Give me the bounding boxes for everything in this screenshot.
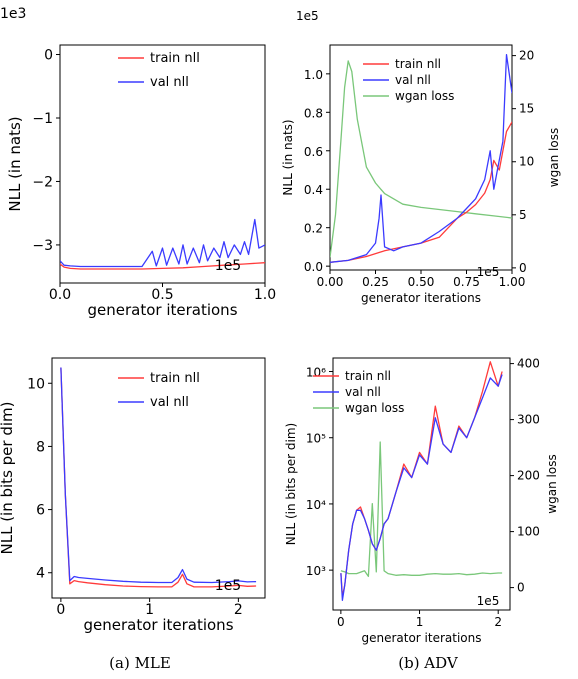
x-tick-label: 1.0 [254, 287, 276, 303]
y2-tick-label: 0 [517, 581, 525, 595]
y-tick-label: 10⁵ [306, 432, 326, 446]
y-tick-label: 10⁶ [306, 366, 326, 380]
y-tick-label: 4 [36, 566, 45, 582]
x-tick-label: 1 [145, 602, 154, 618]
y-multiplier: 1e5 [296, 9, 319, 23]
y-axis-label: NLL (in nats) [281, 119, 295, 195]
series-line-val-nll [340, 374, 503, 601]
plot-frame [332, 357, 511, 611]
x-tick-label: 0.25 [362, 275, 389, 289]
x-tick-label: 0 [56, 602, 65, 618]
x-tick-label: 2 [494, 615, 502, 629]
y-axis-label: NLL (in bits per dim) [284, 423, 298, 545]
caption-adv: (b) ADV [398, 654, 459, 672]
y2-tick-label: 15 [519, 102, 534, 116]
y-tick-label: 0.2 [304, 222, 323, 236]
legend-label: val nll [345, 385, 381, 399]
y-tick-label: 8 [36, 439, 45, 455]
legend-label: val nll [150, 395, 189, 410]
series-group [60, 367, 257, 588]
x-axis-label: generator iterations [87, 301, 237, 319]
y-tick-label: 0.8 [304, 106, 323, 120]
legend-label: wgan loss [345, 401, 404, 415]
y-tick-label: 0 [44, 48, 53, 64]
x-tick-label: 0.5 [151, 287, 173, 303]
legend-label: train nll [395, 57, 441, 71]
y2-tick-label: 100 [517, 525, 540, 539]
adv-bottom-panel: 0 1 2 10³ 10⁴ 10⁵ 10⁶ 0 100 200 300 400 wgan loss gen… [284, 357, 559, 645]
y2-tick-label: 20 [519, 49, 534, 63]
legend-label: train nll [150, 371, 200, 386]
x-tick-label: 1.00 [499, 275, 526, 289]
x-tick-label: 0.75 [453, 275, 480, 289]
y-tick-label: 0.0 [304, 260, 323, 274]
legend-label: train nll [150, 51, 200, 66]
y-axis-label: NLL (in bits per dim) [0, 402, 16, 555]
x-axis-label: generator iterations [361, 291, 481, 305]
y-tick-label: 0.6 [304, 145, 323, 159]
x-multiplier: 1e5 [477, 265, 500, 279]
series-line-val-nll [60, 367, 257, 584]
series-line-wgan-loss [340, 441, 503, 578]
y2-axis-label: wgan loss [547, 128, 561, 187]
mle-top-panel: 0.0 0.5 1.0 0 −1 −2 −3 generator iterations NLL … [0, 6, 276, 319]
x-tick-label: 0.0 [49, 287, 71, 303]
y-tick-label: 0.4 [304, 183, 323, 197]
adv-top-panel: 0.00 0.25 0.50 0.75 1.000.00.20.40.60.81.005… [281, 9, 561, 305]
series-line-val-nll [330, 53, 512, 263]
series-group [330, 53, 512, 263]
y-tick-label: 10³ [306, 564, 326, 578]
y2-tick-label: 300 [517, 413, 540, 427]
x-axis-label: generator iterations [83, 616, 233, 634]
y2-tick-label: 400 [517, 357, 540, 371]
series-line-train-nll [330, 121, 512, 263]
y-tick-label: 10 [27, 376, 45, 392]
y-axis-label: NLL (in nats) [6, 116, 24, 211]
x-tick-label: 0.50 [408, 275, 435, 289]
y-tick-label: 10⁴ [306, 498, 326, 512]
y2-tick-label: 0 [519, 261, 527, 275]
plot-frame [51, 357, 266, 599]
x-tick-label: 2 [234, 602, 243, 618]
y-tick-label: −1 [32, 111, 53, 127]
mle-bottom-panel: 0 1 2 4 6 8 10 generator iterations NLL (in bits… [0, 357, 266, 634]
legend-label: wgan loss [395, 89, 454, 103]
y-tick-label: −2 [32, 174, 53, 190]
x-axis-label: generator iterations [361, 631, 481, 645]
series-line-train-nll [60, 262, 265, 270]
x-multiplier: 1e5 [477, 594, 500, 608]
y2-tick-label: 5 [519, 208, 527, 222]
series-line-val-nll [60, 218, 265, 268]
legend-label: train nll [345, 369, 391, 383]
x-tick-label: 0 [337, 615, 345, 629]
y2-tick-label: 200 [517, 469, 540, 483]
x-tick-label: 1 [416, 615, 424, 629]
x-multiplier: 1e5 [215, 258, 241, 274]
series-line-train-nll [60, 367, 257, 588]
y2-axis-label: wgan loss [545, 454, 559, 513]
x-multiplier: 1e5 [215, 578, 241, 594]
series-group [340, 361, 503, 601]
legend-label: val nll [395, 73, 431, 87]
y-tick-label: 6 [36, 503, 45, 519]
legend-label: val nll [150, 75, 189, 90]
x-tick-label: 0.00 [317, 275, 344, 289]
series-group [60, 218, 265, 270]
y-tick-label: 1.0 [304, 68, 323, 82]
y-multiplier: 1e3 [0, 6, 26, 22]
y-tick-label: −3 [32, 238, 53, 254]
y2-tick-label: 10 [519, 155, 534, 169]
caption-mle: (a) MLE [109, 654, 171, 672]
